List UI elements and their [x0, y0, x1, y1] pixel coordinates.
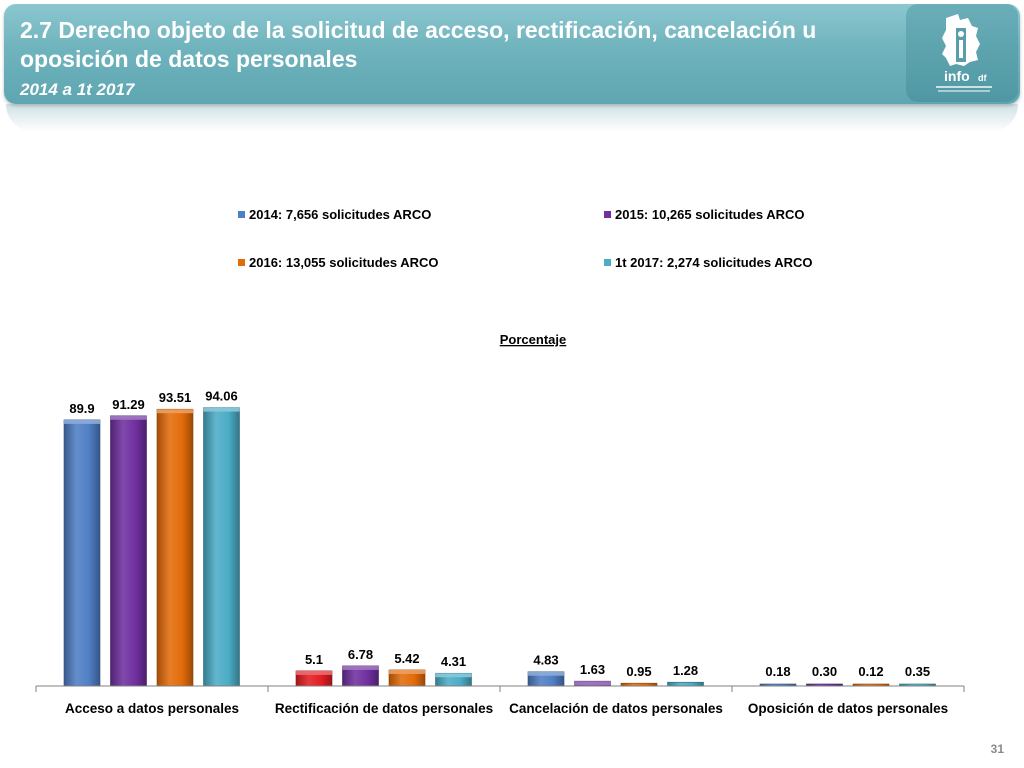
data-label: 0.12 [858, 664, 883, 679]
bar [110, 415, 147, 687]
infodf-logo: info df [906, 4, 1018, 102]
legend-label: 2014: 7,656 solicitudes ARCO [249, 207, 431, 222]
chart-title: Porcentaje [500, 332, 566, 347]
svg-text:info: info [944, 68, 970, 84]
legend-label: 2015: 10,265 solicitudes ARCO [615, 207, 805, 222]
page-subtitle: 2014 a 1t 2017 [20, 80, 135, 99]
bar-cap [435, 673, 472, 678]
data-label: 0.18 [765, 664, 790, 679]
header-shadow [6, 104, 1018, 132]
data-label: 93.51 [159, 390, 192, 405]
header-banner: 2.7 Derecho objeto de la solicitud de ac… [4, 4, 1020, 104]
legend-label: 1t 2017: 2,274 solicitudes ARCO [615, 255, 813, 270]
bar [63, 419, 101, 687]
legend-label: 2016: 13,055 solicitudes ARCO [249, 255, 439, 270]
bar [203, 407, 240, 687]
data-label: 0.35 [905, 664, 930, 679]
svg-text:df: df [978, 73, 987, 83]
data-label: 91.29 [112, 397, 145, 412]
category-label: Acceso a datos personales [65, 701, 239, 716]
x-axis: Acceso a datos personales Rectificación d… [35, 685, 965, 716]
data-label: 94.06 [205, 389, 238, 404]
data-label: 89.9 [69, 401, 94, 416]
bar-cap [574, 681, 611, 686]
data-label: 5.1 [305, 652, 323, 667]
data-label: 4.83 [533, 653, 558, 668]
data-label: 5.42 [394, 651, 419, 666]
bar [156, 408, 194, 687]
data-label: 1.28 [673, 663, 698, 678]
chart-bars: 89.9 91.29 93.51 94.06 5.1 6.78 5.42 4.31 4.83 1.… [63, 389, 936, 687]
legend-swatch [238, 259, 245, 266]
bar-cap [203, 407, 240, 412]
bar-cap [157, 409, 193, 414]
bar-cap [528, 671, 564, 676]
bar-cap [342, 665, 379, 670]
bar [667, 681, 704, 687]
chart-legend: 2014: 7,656 solicitudes ARCO 2015: 10,265… [238, 207, 813, 270]
legend-swatch [238, 211, 245, 218]
data-label: 0.95 [626, 664, 651, 679]
logo-emblem-icon: info df [936, 14, 992, 92]
data-label: 4.31 [441, 654, 466, 669]
bar-cap [110, 415, 147, 420]
data-label: 0.30 [812, 664, 837, 679]
bar-cap [296, 670, 332, 675]
page-number: 31 [990, 742, 1004, 756]
data-label: 1.63 [580, 662, 605, 677]
bar-cap [64, 419, 100, 424]
bar-cap [389, 669, 425, 674]
page-title: 2.7 Derecho objeto de la solicitud de ac… [20, 17, 817, 72]
legend-swatch [604, 259, 611, 266]
legend-swatch [604, 211, 611, 218]
category-label: Cancelación de datos personales [509, 701, 723, 716]
data-label: 6.78 [348, 647, 373, 662]
category-label: Oposición de datos personales [748, 701, 948, 716]
category-label: Rectificación de datos personales [275, 701, 493, 716]
